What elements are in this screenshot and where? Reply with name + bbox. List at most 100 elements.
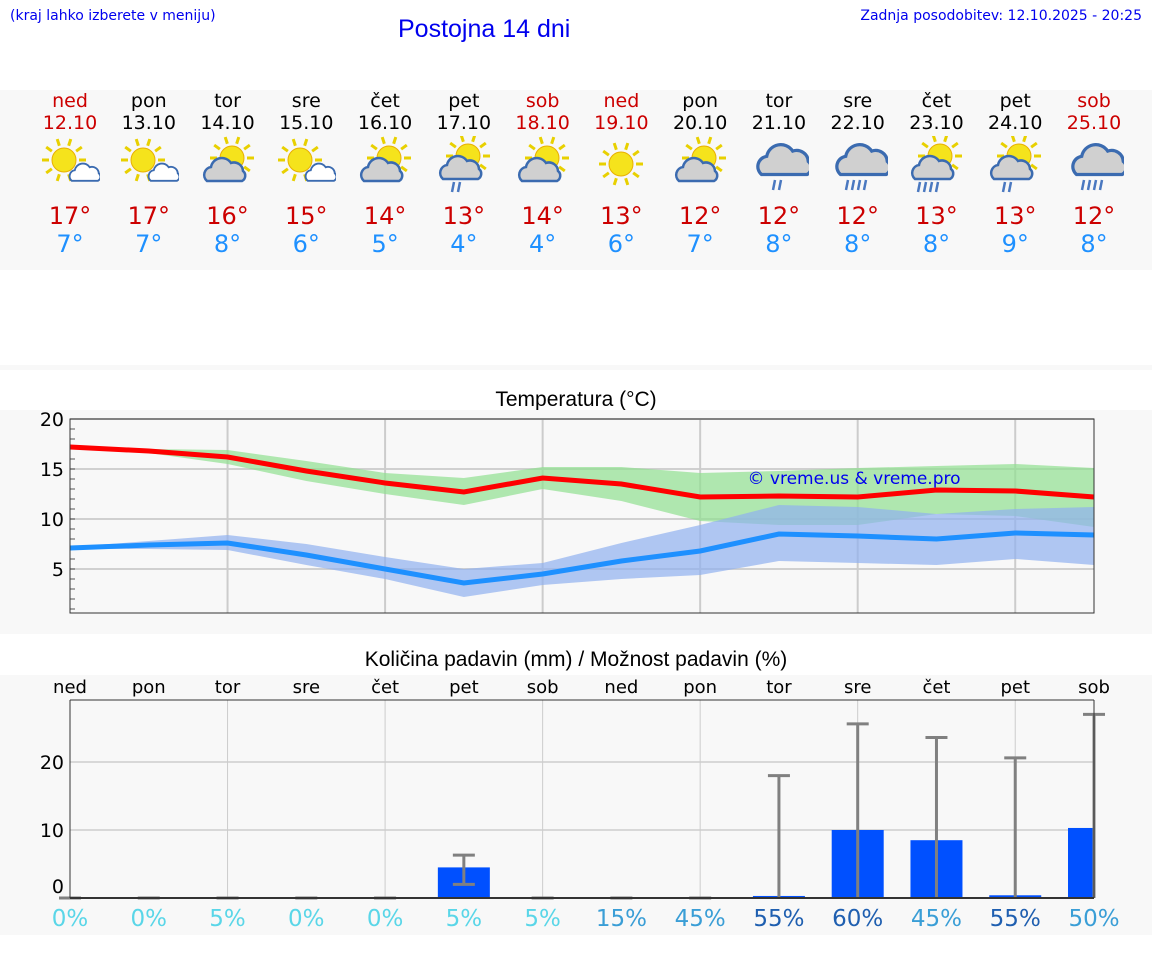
page-title: Postojna 14 dni (398, 15, 571, 43)
min-temp: 8° (922, 230, 951, 258)
precip-probability: 15% (596, 906, 647, 932)
min-temp-line (69, 530, 1095, 586)
day-column: pet 24.10 13° 9° (975, 90, 1055, 258)
day-date: 23.10 (909, 112, 964, 134)
day-date: 24.10 (988, 112, 1043, 134)
min-temp: 9° (1001, 230, 1029, 258)
day-name: čet (921, 90, 952, 112)
precip-probability: 0% (288, 906, 325, 932)
x-day-label: ned (604, 677, 638, 698)
weather-sun-small-cloud-icon (266, 136, 346, 202)
max-temp: 13° (442, 202, 486, 230)
day-date: 18.10 (515, 112, 570, 134)
weather-sun-cloud-icon (188, 136, 268, 202)
precip-probability: 5% (524, 906, 561, 932)
day-date: 13.10 (121, 112, 176, 134)
day-column: čet 23.10 13° 8° (896, 90, 976, 258)
day-column: ned 19.10 13° 6° (581, 90, 661, 258)
x-day-label: pon (683, 677, 717, 698)
day-name: tor (765, 90, 793, 112)
day-name: sre (843, 90, 873, 112)
day-date: 25.10 (1066, 112, 1122, 134)
day-name: tor (214, 90, 241, 112)
max-temp-line (69, 444, 1095, 500)
precipitation-chart: 20 10 0 ned 0% pon 0% tor 5% sre 0% čet 0% pet 5% sob 5%… (40, 677, 1120, 932)
x-day-label: čet (922, 677, 950, 698)
min-temp: 5° (371, 230, 399, 258)
divider (0, 365, 1152, 370)
precip-probability: 0% (367, 906, 404, 932)
min-temp: 8° (765, 230, 793, 258)
precip-probability: 5% (446, 906, 483, 932)
min-temp: 4° (450, 230, 478, 258)
y-tick-label: 15 (40, 459, 64, 481)
day-name: pet (448, 90, 480, 112)
precip-bar (1068, 827, 1095, 898)
max-temp: 16° (206, 202, 249, 230)
precip-probability: 45% (911, 906, 962, 932)
day-date: 20.10 (672, 112, 728, 134)
x-day-label: sre (293, 677, 320, 698)
watermark: © vreme.us & vreme.pro (747, 469, 960, 489)
x-day-label: ned (53, 677, 87, 698)
max-temp: 12° (1072, 202, 1116, 230)
day-date: 15.10 (279, 112, 334, 134)
day-name: pon (682, 90, 719, 112)
day-date: 22.10 (830, 112, 885, 134)
y-tick-label: 10 (40, 820, 64, 842)
x-day-label: čet (371, 677, 399, 698)
y-tick-label: 5 (52, 559, 64, 581)
x-day-label: pon (132, 677, 166, 698)
day-name: čet (370, 90, 400, 112)
day-name: sre (291, 90, 321, 112)
weather-sun-cloud-rain-heavy-icon (896, 136, 976, 202)
last-updated: Zadnja posodobitev: 12.10.2025 - 20:25 (860, 8, 1142, 24)
weather-sun-cloud-rain-icon (424, 136, 504, 202)
weather-sun-cloud-icon (660, 136, 740, 202)
day-name: sob (525, 90, 560, 112)
day-column: sob 18.10 14° 4° (503, 90, 583, 258)
day-column: pon 13.10 17° 7° (109, 90, 189, 258)
max-temp: 17° (48, 202, 92, 230)
weather-sun-icon (581, 136, 661, 202)
min-temp: 8° (1080, 230, 1108, 258)
day-date: 16.10 (357, 112, 413, 134)
weather-cloud-rain-heavy-icon (1054, 136, 1134, 202)
x-day-label: pet (1000, 677, 1030, 698)
day-date: 19.10 (594, 112, 649, 134)
location-hint: (kraj lahko izberete v meniju) (10, 8, 216, 24)
x-day-label: pet (449, 677, 479, 698)
max-temp: 14° (363, 202, 407, 230)
max-temp: 17° (127, 202, 171, 230)
day-column: sre 22.10 12° 8° (818, 90, 898, 258)
daily-forecast-strip: ned 12.10 17° 7° pon 13.10 17° 7° tor 14.1… (0, 90, 1152, 270)
day-date: 12.10 (42, 112, 98, 134)
min-temp: 6° (292, 230, 320, 258)
day-column: ned 12.10 17° 7° (30, 90, 110, 258)
day-name: ned (52, 90, 88, 112)
day-name: pon (130, 90, 167, 112)
precip-probability: 5% (209, 906, 246, 932)
precip-probability: 55% (990, 906, 1041, 932)
y-tick-label: 10 (40, 509, 64, 531)
day-column: pon 20.10 12° 7° (660, 90, 740, 258)
precip-probability: 55% (753, 906, 804, 932)
day-column: tor 14.10 16° 8° (188, 90, 268, 258)
day-date: 14.10 (200, 112, 255, 134)
precip-probability: 45% (675, 906, 726, 932)
max-temp: 13° (600, 202, 643, 230)
weather-sun-small-cloud-icon (109, 136, 189, 202)
plot-frame (69, 418, 1095, 614)
temperature-chart: 20 15 10 5 © vreme.us & vreme.pro (40, 409, 1095, 614)
day-column: čet 16.10 14° 5° (345, 90, 425, 258)
day-name: sob (1077, 90, 1111, 112)
y-tick-label: 20 (40, 409, 64, 431)
x-day-label: sob (527, 677, 559, 698)
x-day-label: sre (844, 677, 871, 698)
day-date: 17.10 (436, 112, 492, 134)
max-temp: 13° (993, 202, 1037, 230)
x-day-label: tor (215, 677, 241, 698)
x-day-label: sob (1078, 677, 1110, 698)
day-column: pet 17.10 13° 4° (424, 90, 504, 258)
x-day-label: tor (766, 677, 792, 698)
